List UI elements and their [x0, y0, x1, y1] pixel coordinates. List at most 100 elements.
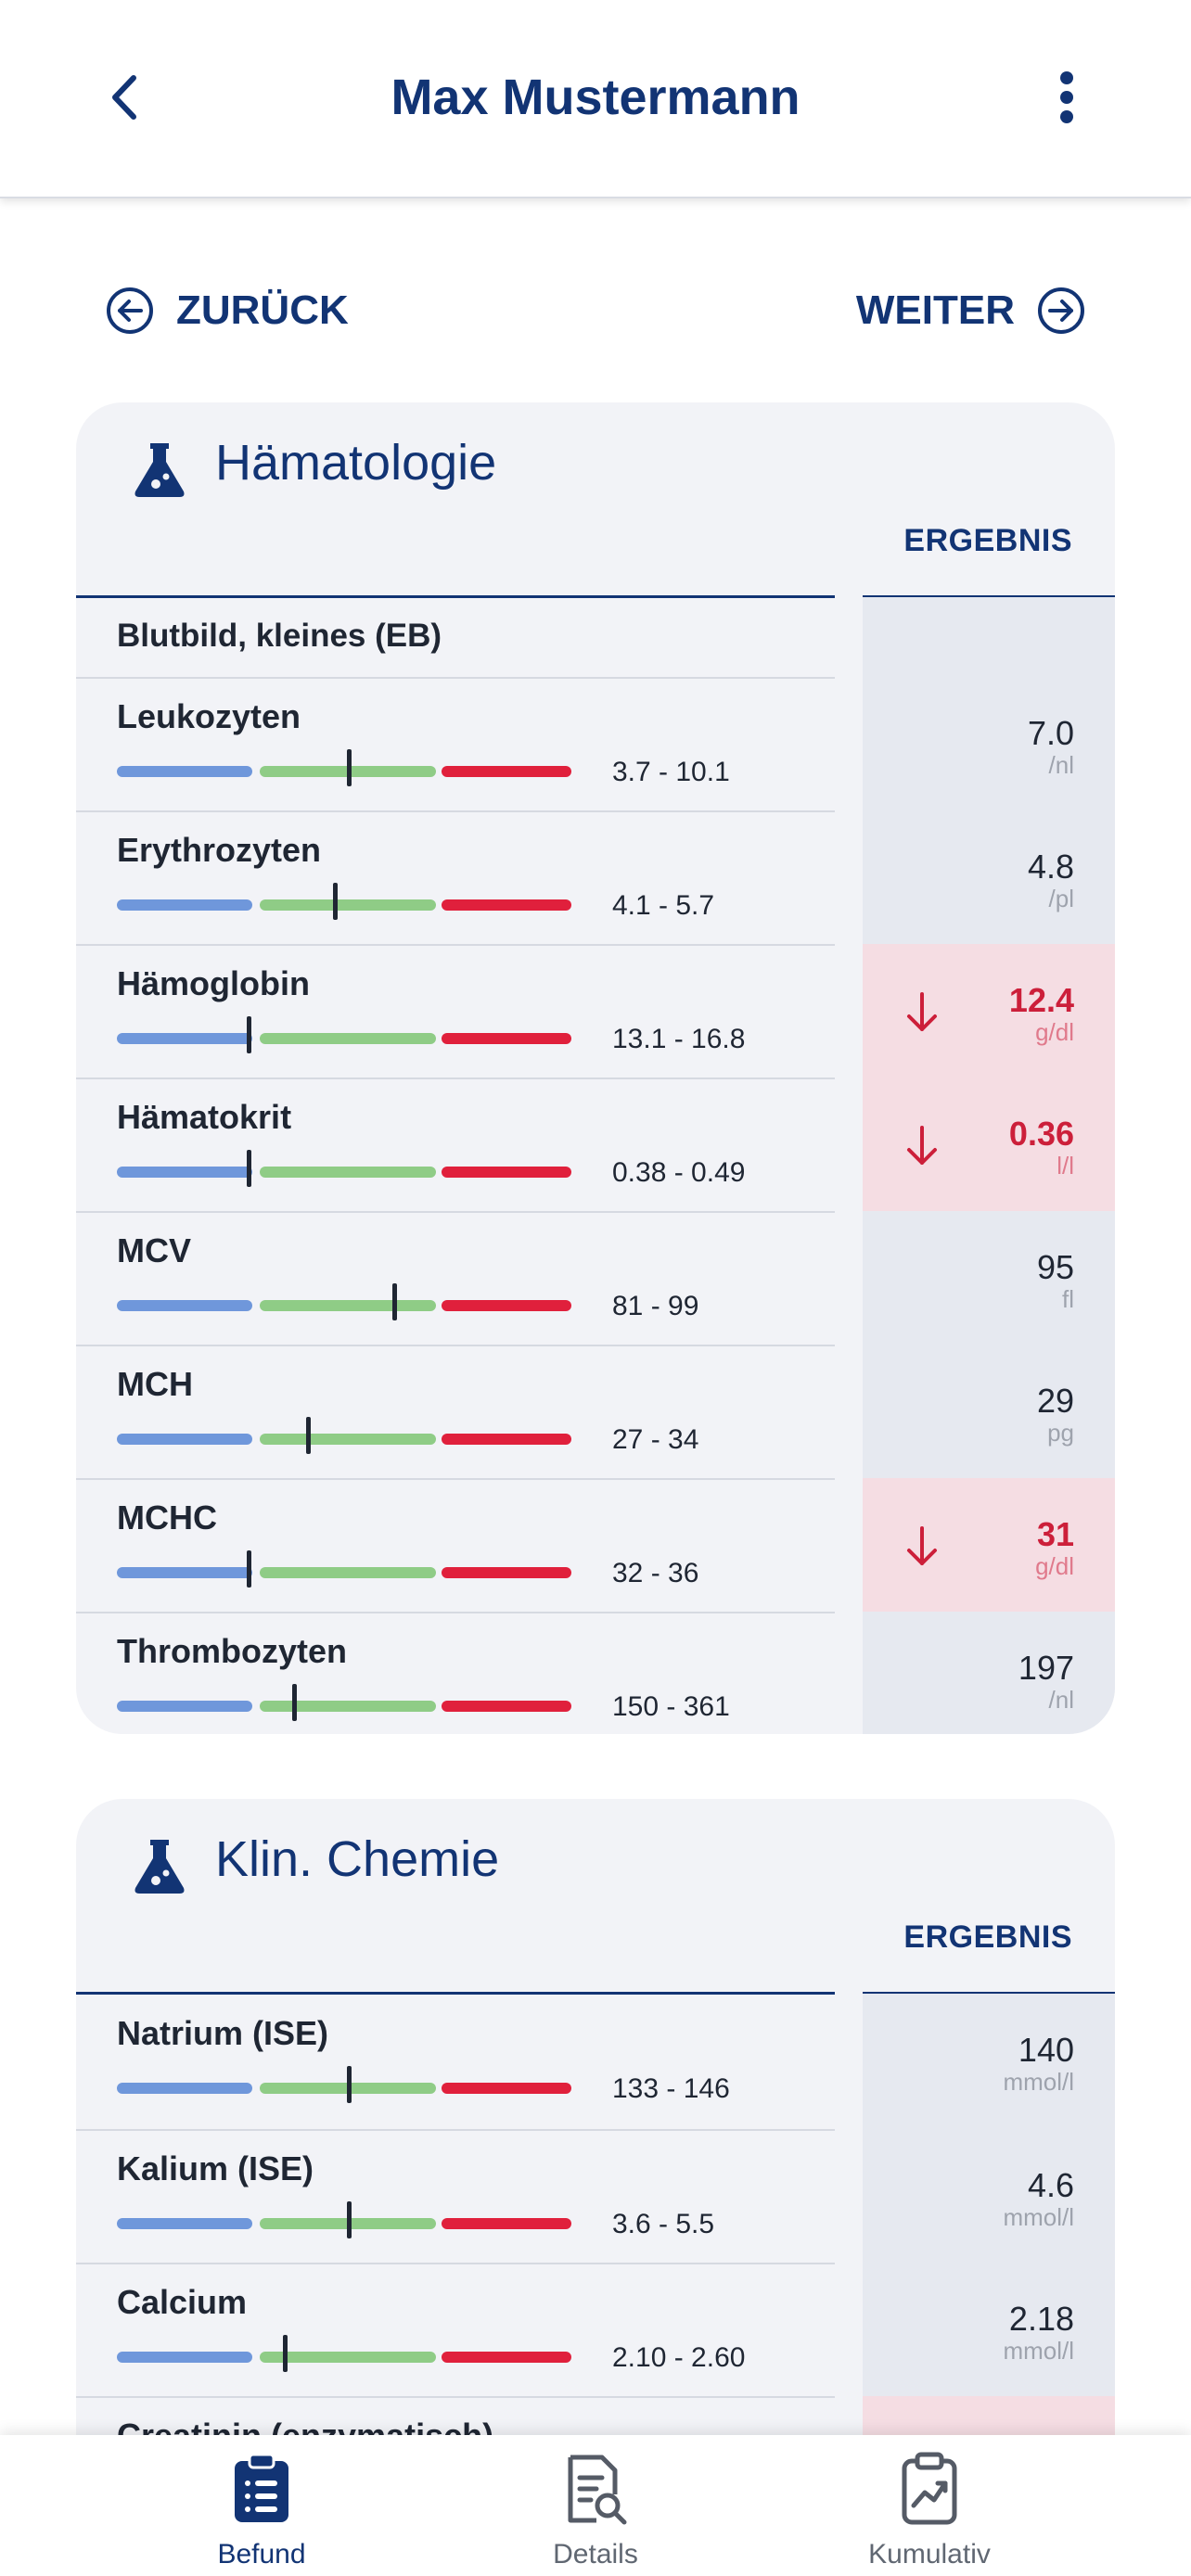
range-low-segment	[117, 1167, 252, 1178]
tab-label: Kumulativ	[868, 2539, 991, 2570]
value-marker	[247, 1150, 251, 1187]
bottom-navigation: Befund Details Kumulativ	[0, 2435, 1191, 2576]
range-high-segment	[442, 1567, 571, 1578]
section-card-klin-chemie: Klin. Chemie ERGEBNIS Natrium (ISE) 133 -…	[76, 1799, 1115, 2541]
flask-icon	[134, 1840, 185, 1894]
arrow-down-icon	[907, 1126, 937, 1165]
result-value: 4.6	[1027, 2166, 1074, 2204]
result-unit: /nl	[1048, 1686, 1074, 1714]
result-row[interactable]: Calcium 2.10 - 2.60 2.18 mmol/l	[76, 2263, 1115, 2398]
reference-range: 0.38 - 0.49	[612, 1157, 746, 1188]
back-arrow-icon[interactable]	[93, 65, 158, 130]
result-cell	[863, 944, 1115, 1078]
reference-bar	[117, 1550, 571, 1588]
test-name: Natrium (ISE)	[117, 2014, 329, 2052]
test-name: MCV	[117, 1231, 191, 1269]
reference-bar	[117, 1016, 571, 1053]
range-high-segment	[442, 766, 571, 777]
value-marker	[392, 1283, 397, 1320]
range-high-segment	[442, 1033, 571, 1044]
result-unit: mmol/l	[1003, 2337, 1074, 2365]
range-low-segment	[117, 2218, 252, 2229]
range-low-segment	[117, 1300, 252, 1311]
next-button[interactable]: WEITER	[856, 278, 1085, 343]
group-label: Blutbild, kleines (EB)	[117, 618, 442, 654]
reference-range: 150 - 361	[612, 1691, 730, 1722]
result-value: 197	[1018, 1649, 1074, 1687]
range-high-segment	[442, 2352, 571, 2363]
result-row[interactable]: MCHC 32 - 36 31 g/dl	[76, 1478, 1115, 1613]
result-row[interactable]: Natrium (ISE) 133 - 146 140 mmol/l	[76, 1994, 1115, 2131]
result-row[interactable]: Thrombozyten 150 - 361 197/nl	[76, 1612, 1115, 1734]
result-row[interactable]: Kalium (ISE) 3.6 - 5.5 4.6 mmol/l	[76, 2129, 1115, 2264]
range-low-segment	[117, 1033, 252, 1044]
range-low-segment	[117, 2352, 252, 2363]
app-bar: Max Mustermann	[0, 0, 1191, 198]
result-unit: /nl	[1048, 751, 1074, 779]
divider	[76, 595, 835, 598]
tab-befund[interactable]: Befund	[122, 2435, 401, 2576]
reference-range: 13.1 - 16.8	[612, 1024, 746, 1054]
value-marker	[292, 1684, 297, 1721]
arrow-down-icon	[907, 992, 937, 1031]
reference-bar	[117, 1150, 571, 1187]
value-marker	[283, 2335, 288, 2372]
range-low-segment	[117, 899, 252, 911]
result-cell	[863, 2129, 1115, 2263]
range-normal-segment	[260, 1033, 436, 1044]
tab-details[interactable]: Details	[456, 2435, 735, 2576]
result-row[interactable]: Hämoglobin 13.1 - 16.8 12.4 g/dl	[76, 944, 1115, 1079]
section-card-haematologie: Hämatologie ERGEBNIS Blutbild, kleines (…	[76, 402, 1115, 1734]
value-marker	[347, 749, 352, 786]
more-options-icon[interactable]	[1039, 65, 1095, 130]
result-value: 12.4	[1008, 981, 1074, 1019]
range-high-segment	[442, 2083, 571, 2094]
range-normal-segment	[260, 1300, 436, 1311]
reference-range: 32 - 36	[612, 1558, 699, 1588]
range-high-segment	[442, 1167, 571, 1178]
reference-bar	[117, 2201, 571, 2238]
result-cell	[863, 1078, 1115, 1211]
tab-kumulativ[interactable]: Kumulativ	[790, 2435, 1069, 2576]
section-header: Hämatologie ERGEBNIS	[76, 402, 1115, 599]
reference-range: 3.7 - 10.1	[612, 757, 730, 787]
arrow-left-circle-icon	[107, 287, 153, 334]
test-name: Kalium (ISE)	[117, 2149, 314, 2187]
reference-range: 81 - 99	[612, 1291, 699, 1321]
result-value: 4.8	[1027, 848, 1074, 886]
section-title: Klin. Chemie	[215, 1831, 500, 1887]
section-header: Klin. Chemie ERGEBNIS	[76, 1799, 1115, 1996]
value-marker	[347, 2201, 352, 2238]
result-row[interactable]: Hämatokrit 0.38 - 0.49 0.36 l/l	[76, 1078, 1115, 1213]
result-cell	[863, 1612, 1115, 1734]
reference-range: 133 - 146	[612, 2073, 730, 2104]
reference-range: 27 - 34	[612, 1424, 699, 1455]
result-value: 140	[1018, 2031, 1074, 2069]
previous-label: ZURÜCK	[176, 287, 349, 333]
document-search-icon	[568, 2455, 627, 2525]
result-unit: mmol/l	[1003, 2203, 1074, 2231]
result-row[interactable]: MCH 27 - 34 29 pg	[76, 1345, 1115, 1480]
value-marker	[333, 883, 338, 920]
test-name: Hämatokrit	[117, 1098, 292, 1136]
result-row[interactable]: Erythrozyten 4.1 - 5.7 4.8/pl	[76, 810, 1115, 946]
range-normal-segment	[260, 1167, 436, 1178]
value-marker	[306, 1417, 311, 1454]
reference-bar	[117, 1417, 571, 1454]
result-cell	[863, 1345, 1115, 1478]
result-row[interactable]: MCV 81 - 99 95 fl	[76, 1211, 1115, 1346]
reference-range: 3.6 - 5.5	[612, 2209, 715, 2239]
section-title: Hämatologie	[215, 435, 497, 491]
range-high-segment	[442, 2218, 571, 2229]
reference-bar	[117, 1684, 571, 1721]
result-row[interactable]: Leukozyten 3.7 - 10.1 7.0/nl	[76, 677, 1115, 812]
result-unit: g/dl	[1035, 1552, 1074, 1580]
previous-button[interactable]: ZURÜCK	[106, 278, 349, 343]
range-low-segment	[117, 766, 252, 777]
test-name: MCH	[117, 1365, 193, 1403]
value-marker	[347, 2066, 352, 2103]
result-cell	[863, 1478, 1115, 1612]
range-high-segment	[442, 899, 571, 911]
result-unit: pg	[1047, 1419, 1074, 1447]
arrow-down-icon	[907, 1526, 937, 1565]
